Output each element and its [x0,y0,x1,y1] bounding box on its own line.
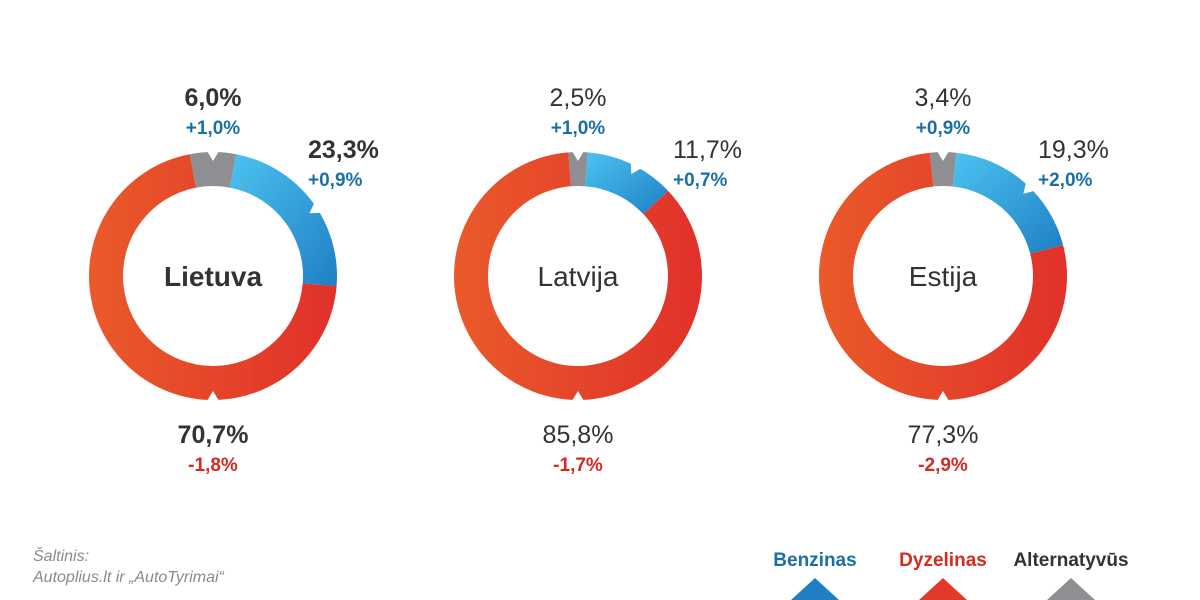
benzinas-change: +2,0% [1038,170,1093,191]
alternatyvus-change: +0,9% [916,118,971,139]
benzinas-notch [309,200,324,214]
alternatyvus-change: +1,0% [186,118,241,139]
legend: Benzinas Dyzelinas Alternatyvūs [773,550,1129,600]
source-note: Šaltinis: Autoplius.lt ir „AutoTyrimai“ [33,546,224,588]
alternatyvus-value: 6,0% [185,84,242,112]
dyzelinas-change: -1,8% [188,455,238,476]
source-text: Autoplius.lt ir „AutoTyrimai“ [33,569,224,586]
alternatyvus-notch [570,149,586,161]
dyzelinas-value: 77,3% [908,421,979,449]
country-title: Estija [909,261,978,292]
legend-label: Benzinas [773,550,856,571]
benzinas-change: +0,7% [673,170,728,191]
slice-benzinas [229,154,337,287]
legend-item-3: Alternatyvūs [1013,550,1129,600]
slice-alternatyvus [189,152,237,188]
dyzelinas-change: -2,9% [918,455,968,476]
slice-benzinas [585,152,669,215]
alternatyvus-notch [205,149,221,161]
donut-group: Lietuva 6,0% +1,0% 23,3% +0,9% 70,7% -1,8% Latv… [88,84,1109,476]
alternatyvus-value: 3,4% [915,84,972,112]
benzinas-value: 11,7% [673,136,742,164]
slice-alternatyvus [929,151,957,187]
slice-benzinas [952,152,1064,254]
dyzelinas-value: 85,8% [543,421,614,449]
benzinas-change: +0,9% [308,170,363,191]
donut-lietuva: Lietuva 6,0% +1,0% 23,3% +0,9% 70,7% -1,8% [88,84,379,476]
legend-marker [1047,578,1095,600]
dyzelinas-value: 70,7% [178,421,249,449]
dyzelinas-notch [935,391,951,403]
benzinas-notch [1023,180,1037,194]
alternatyvus-change: +1,0% [551,118,606,139]
legend-item-2: Dyzelinas [899,550,987,600]
dyzelinas-notch [205,391,221,403]
dyzelinas-change: -1,7% [553,455,603,476]
dyzelinas-notch [570,391,586,403]
legend-marker [791,578,839,600]
alternatyvus-value: 2,5% [550,84,607,112]
donut-estija: Estija 3,4% +0,9% 19,3% +2,0% 77,3% -2,9% [819,84,1109,476]
legend-item-1: Benzinas [773,550,857,600]
benzinas-value: 23,3% [308,136,379,164]
slice-alternatyvus [568,152,588,187]
country-title: Latvija [538,261,619,292]
donut-latvija: Latvija 2,5% +1,0% 11,7% +0,7% 85,8% -1,7% [454,84,742,476]
legend-label: Dyzelinas [899,550,987,571]
benzinas-notch [630,160,644,175]
country-title: Lietuva [164,261,262,292]
legend-marker [919,578,967,600]
source-label: Šaltinis: [33,548,90,565]
benzinas-value: 19,3% [1038,136,1109,164]
legend-label: Alternatyvūs [1013,550,1128,571]
alternatyvus-notch [935,149,951,161]
